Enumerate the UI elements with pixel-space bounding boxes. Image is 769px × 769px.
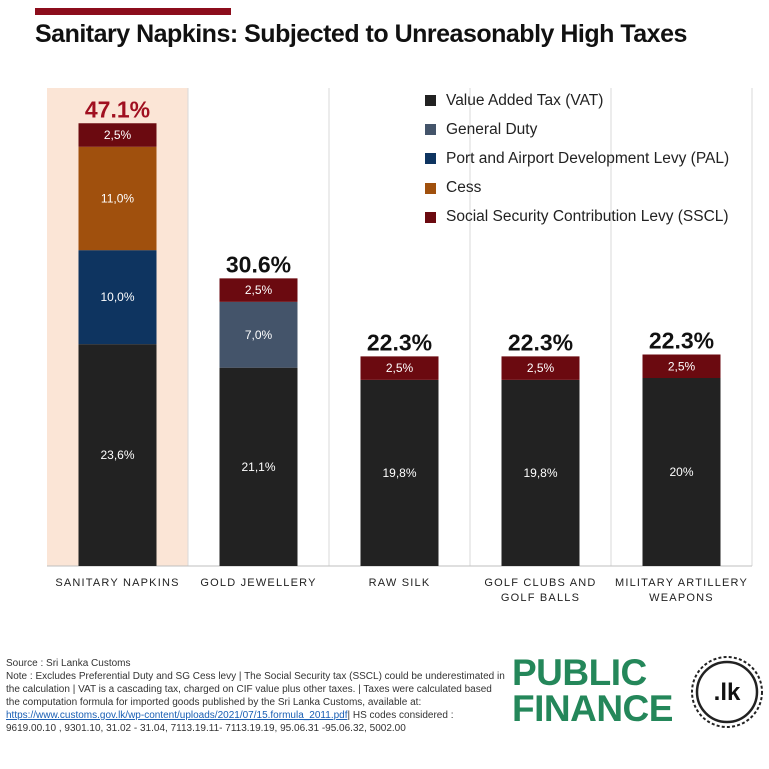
bar-segment bbox=[642, 378, 721, 566]
bar-segment bbox=[78, 123, 157, 147]
stacked-bar-chart: 23,6% 10,0% 11,0% 2,5% 47.1% 21,1% 7,0% 2,5% 30.… bbox=[47, 88, 753, 567]
segment-label: 21,1% bbox=[241, 460, 275, 474]
logo-word-public: PUBLIC bbox=[512, 652, 647, 693]
bar-segment bbox=[360, 356, 439, 380]
legend-swatch bbox=[425, 211, 436, 223]
legend-label: Port and Airport Development Levy (PAL) bbox=[446, 149, 730, 167]
legend-label: Social Security Contribution Levy (SSCL) bbox=[446, 208, 729, 226]
category-label-line: RAW SILK bbox=[368, 577, 431, 589]
legend-label: Cess bbox=[446, 179, 482, 197]
bar-total-label: 30.6% bbox=[226, 251, 291, 277]
legend-item: General Duty bbox=[425, 115, 729, 144]
note-text: Note : Excludes Preferential Duty and SG… bbox=[6, 670, 506, 735]
note-body: Note : Excludes Preferential Duty and SG… bbox=[6, 671, 505, 708]
lk-badge-text: .lk bbox=[714, 679, 741, 706]
bar-segment bbox=[78, 250, 157, 345]
segment-label: 2,5% bbox=[527, 361, 555, 375]
segment-label: 11,0% bbox=[101, 191, 134, 205]
category-label: RAW SILK bbox=[329, 576, 470, 591]
segment-label: 19,8% bbox=[523, 466, 557, 480]
bar-segment bbox=[360, 379, 439, 566]
legend-label: General Duty bbox=[446, 120, 538, 138]
legend-swatch bbox=[425, 124, 436, 136]
segment-label: 2,5% bbox=[386, 361, 414, 375]
category-label-line: GOLD JEWELLERY bbox=[200, 577, 317, 589]
bar-total-label: 22.3% bbox=[649, 328, 714, 354]
legend-item: Port and Airport Development Levy (PAL) bbox=[425, 144, 729, 173]
legend-swatch bbox=[425, 95, 436, 107]
category-label: MILITARY ARTILLERY WEAPONS bbox=[611, 576, 752, 606]
legend-label: Value Added Tax (VAT) bbox=[446, 91, 604, 109]
hs-codes-text: | HS codes considered : 9619.00.10 , 930… bbox=[6, 710, 454, 734]
category-label-line: MILITARY ARTILLERY bbox=[614, 577, 749, 589]
segment-label: 2,5% bbox=[104, 128, 132, 142]
legend: Value Added Tax (VAT) General Duty Port an… bbox=[425, 86, 729, 232]
lk-badge-icon: .lk bbox=[691, 656, 763, 728]
segment-label: 2,5% bbox=[245, 283, 273, 297]
bar-segment bbox=[501, 356, 580, 380]
page-title: Sanitary Napkins: Subjected to Unreasona… bbox=[35, 20, 687, 48]
bar-segment bbox=[219, 301, 298, 368]
legend-item: Value Added Tax (VAT) bbox=[425, 86, 729, 115]
bar-segment bbox=[219, 367, 298, 566]
bar-segment bbox=[642, 354, 721, 378]
category-label-line: SANITARY NAPKINS bbox=[55, 577, 180, 589]
bar-segment bbox=[78, 146, 157, 251]
customs-formula-link[interactable]: https://www.customs.gov.lk/wp-content/up… bbox=[6, 710, 348, 721]
category-label: SANITARY NAPKINS bbox=[47, 576, 188, 591]
legend-swatch bbox=[425, 153, 436, 165]
source-text: Source : Sri Lanka Customs bbox=[6, 658, 131, 669]
segment-label: 19,8% bbox=[382, 466, 416, 480]
category-label-line: GOLF BALLS bbox=[500, 592, 581, 604]
category-label-line: WEAPONS bbox=[649, 592, 714, 604]
category-label: GOLF CLUBS AND GOLF BALLS bbox=[470, 576, 611, 606]
logo-word-finance: FINANCE bbox=[512, 688, 673, 729]
title-accent-bar bbox=[35, 8, 231, 15]
category-label-line: GOLF CLUBS AND bbox=[484, 577, 597, 589]
segment-label: 23,6% bbox=[100, 448, 134, 462]
segment-label: 7,0% bbox=[245, 328, 273, 342]
segment-label: 2,5% bbox=[668, 359, 696, 373]
legend-item: Cess bbox=[425, 174, 729, 203]
segment-label: 20% bbox=[669, 465, 693, 479]
legend-swatch bbox=[425, 182, 436, 194]
legend-item: Social Security Contribution Levy (SSCL) bbox=[425, 203, 729, 232]
bar-total-label: 22.3% bbox=[508, 329, 573, 355]
category-label: GOLD JEWELLERY bbox=[188, 576, 329, 591]
bar-segment bbox=[501, 379, 580, 566]
bar-segment bbox=[219, 278, 298, 302]
segment-label: 10,0% bbox=[100, 290, 134, 304]
footnote: Source : Sri Lanka Customs Note : Exclud… bbox=[6, 657, 506, 735]
bar-total-label: 22.3% bbox=[367, 329, 432, 355]
bar-segment bbox=[78, 344, 157, 566]
public-finance-logo: PUBLIC FINANCE .lk bbox=[512, 653, 764, 731]
bar-total-label: 47.1% bbox=[85, 96, 150, 122]
